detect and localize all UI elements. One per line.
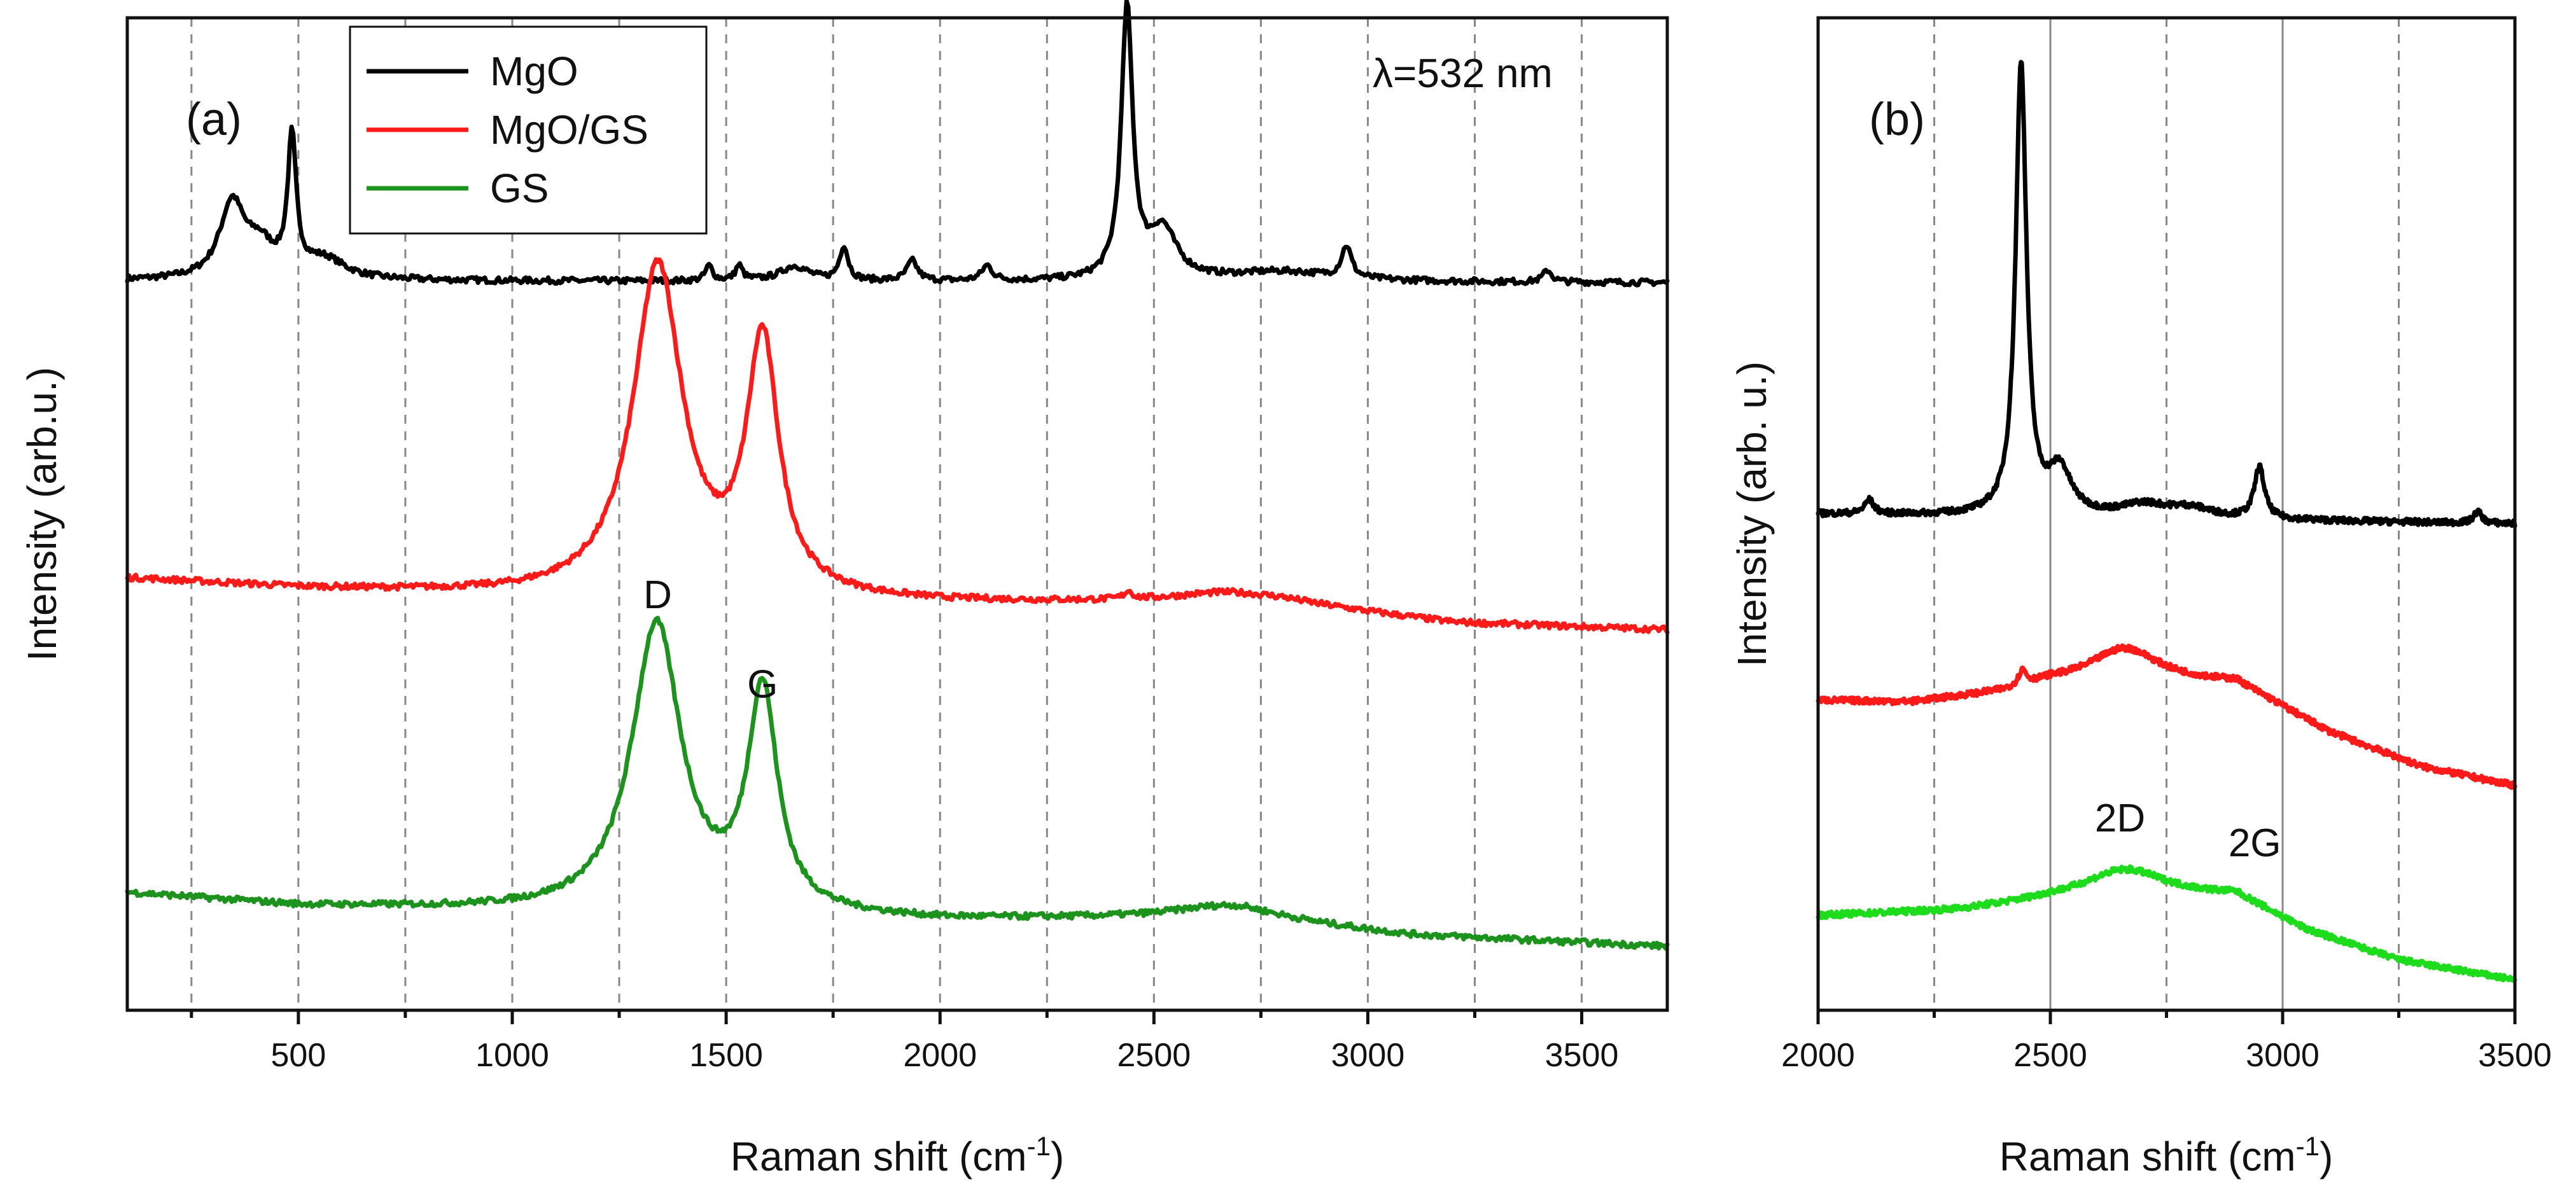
peak-label-g: G (747, 663, 778, 707)
legend: MgO MgO/GS GS (349, 25, 708, 235)
series-line-gs (125, 615, 1670, 951)
panel-b: 2000 2500 3000 3500 2D 2G (b) Raman shift (c… (1729, 16, 2552, 1179)
series-line-mgo (125, 0, 1670, 288)
panel-b-peak-labels: 2D 2G (2095, 796, 2281, 865)
panel-a-x-axis-title: Raman shift (cm-1) (731, 1131, 1065, 1179)
peak-label-2d: 2D (2095, 796, 2145, 840)
series-line-mgo-gs (1816, 643, 2517, 790)
x-tick-label: 1500 (689, 1037, 763, 1074)
x-tick-label: 2500 (1117, 1037, 1191, 1074)
x-tick-label: 3000 (2246, 1037, 2320, 1074)
panel-a-peak-labels: DG (643, 573, 778, 706)
panel-a-y-axis-title: Intensity (arb.u.) (19, 367, 65, 661)
panel-a-series (125, 0, 1670, 951)
panel-a: 500 1000 1500 2000 2500 3000 3500 DG (a) λ=532… (19, 0, 1670, 1179)
panel-a-frame (125, 16, 1669, 1012)
x-tick-label: 3000 (1331, 1037, 1405, 1074)
panel-b-x-axis-title: Raman shift (cm-1) (1999, 1131, 2334, 1179)
panel-a-tag: (a) (186, 94, 242, 145)
x-tick-label: 1000 (475, 1037, 549, 1074)
x-tick-label: 2000 (1781, 1037, 1855, 1074)
panel-a-grid (190, 18, 1583, 1010)
x-tick-label: 3500 (1545, 1037, 1619, 1074)
x-tick-label: 2000 (903, 1037, 977, 1074)
legend-label-mgo-gs: MgO/GS (490, 107, 648, 153)
panel-b-y-axis-title: Intensity (arb. u.) (1729, 361, 1775, 667)
series-line-gs (1816, 864, 2517, 983)
legend-label-gs: GS (490, 165, 549, 211)
panel-b-ticks: 2000 2500 3000 3500 (1781, 1010, 2552, 1074)
wavelength-annotation: λ=532 nm (1373, 50, 1553, 96)
legend-label-mgo: MgO (490, 48, 578, 94)
panel-b-grid (1933, 18, 2400, 1010)
x-tick-label: 500 (271, 1037, 326, 1074)
panel-a-ticks: 500 1000 1500 2000 2500 3000 3500 (190, 1010, 1619, 1074)
series-line-mgo-gs (125, 257, 1670, 635)
panel-b-series (1816, 60, 2517, 983)
peak-label-d: D (643, 573, 672, 617)
x-tick-label: 2500 (2013, 1037, 2087, 1074)
panel-b-tag: (b) (1869, 94, 1925, 145)
x-tick-label: 3500 (2478, 1037, 2552, 1074)
peak-label-2g: 2G (2229, 821, 2281, 865)
series-line-mgo (1816, 60, 2517, 529)
